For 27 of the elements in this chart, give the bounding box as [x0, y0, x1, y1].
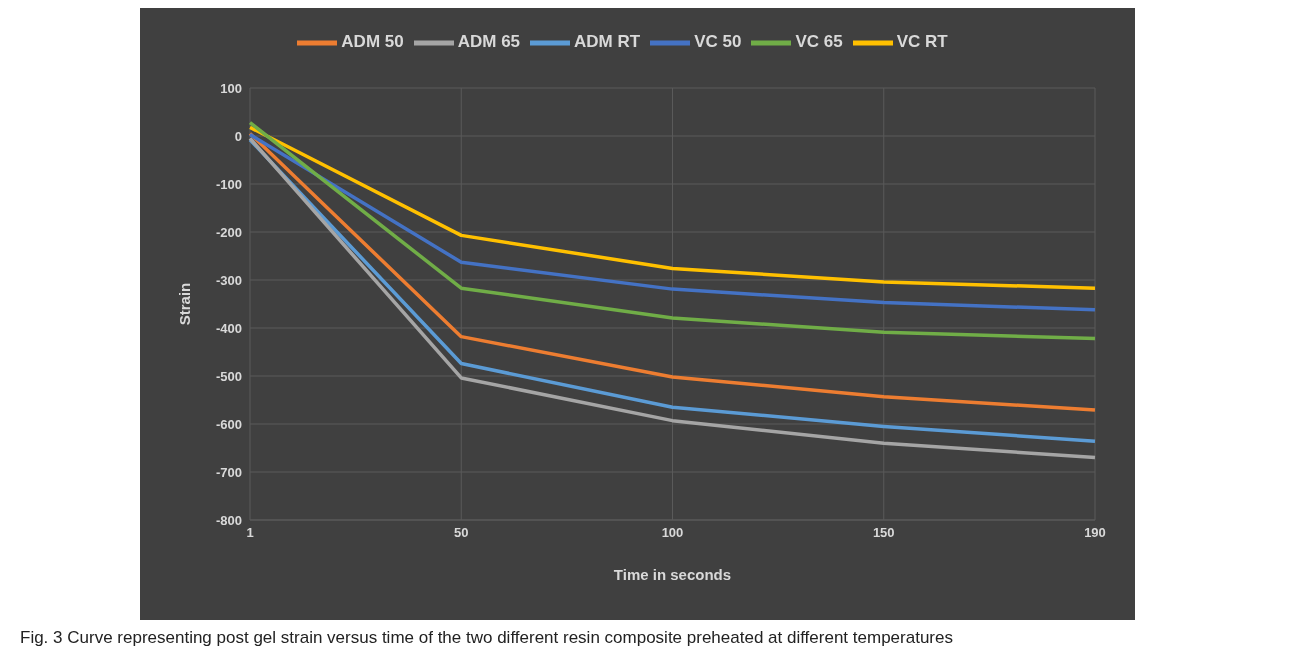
- x-tick-label: 150: [872, 525, 895, 541]
- line-series: [248, 120, 1097, 341]
- y-tick-label: -500: [215, 368, 242, 384]
- line-series: [248, 132, 1097, 312]
- x-tick-label: 1: [246, 525, 254, 541]
- x-tick-label: 50: [454, 525, 469, 541]
- x-tick-label: 190: [1084, 525, 1106, 541]
- legend-label: ADM 65: [457, 32, 521, 52]
- y-tick-label: -700: [215, 464, 242, 480]
- y-tick-label: 0: [234, 128, 242, 144]
- y-tick-label: -100: [215, 176, 242, 192]
- y-tick-label: -600: [215, 416, 242, 432]
- x-tick-label: 100: [661, 525, 684, 541]
- y-tick-label: 100: [220, 80, 242, 96]
- y-axis-title: Strain: [176, 282, 194, 326]
- legend-label: VC 50: [694, 32, 742, 52]
- legend-label: VC 65: [795, 32, 843, 52]
- y-tick-label: -800: [215, 512, 242, 528]
- y-tick-label: -400: [215, 320, 242, 336]
- caption: Fig. 3 Curve representing post gel strain versus time of the two different resin composite preheated at different temperatures: [20, 628, 954, 648]
- x-axis-title: Time in seconds: [613, 566, 732, 583]
- legend-label: ADM 50: [341, 32, 404, 52]
- legend-label: ADM RT: [574, 32, 641, 52]
- line-series: [248, 125, 1097, 290]
- legend-label: VC RT: [896, 32, 948, 52]
- y-tick-label: -300: [215, 272, 242, 288]
- y-tick-label: -200: [215, 224, 242, 240]
